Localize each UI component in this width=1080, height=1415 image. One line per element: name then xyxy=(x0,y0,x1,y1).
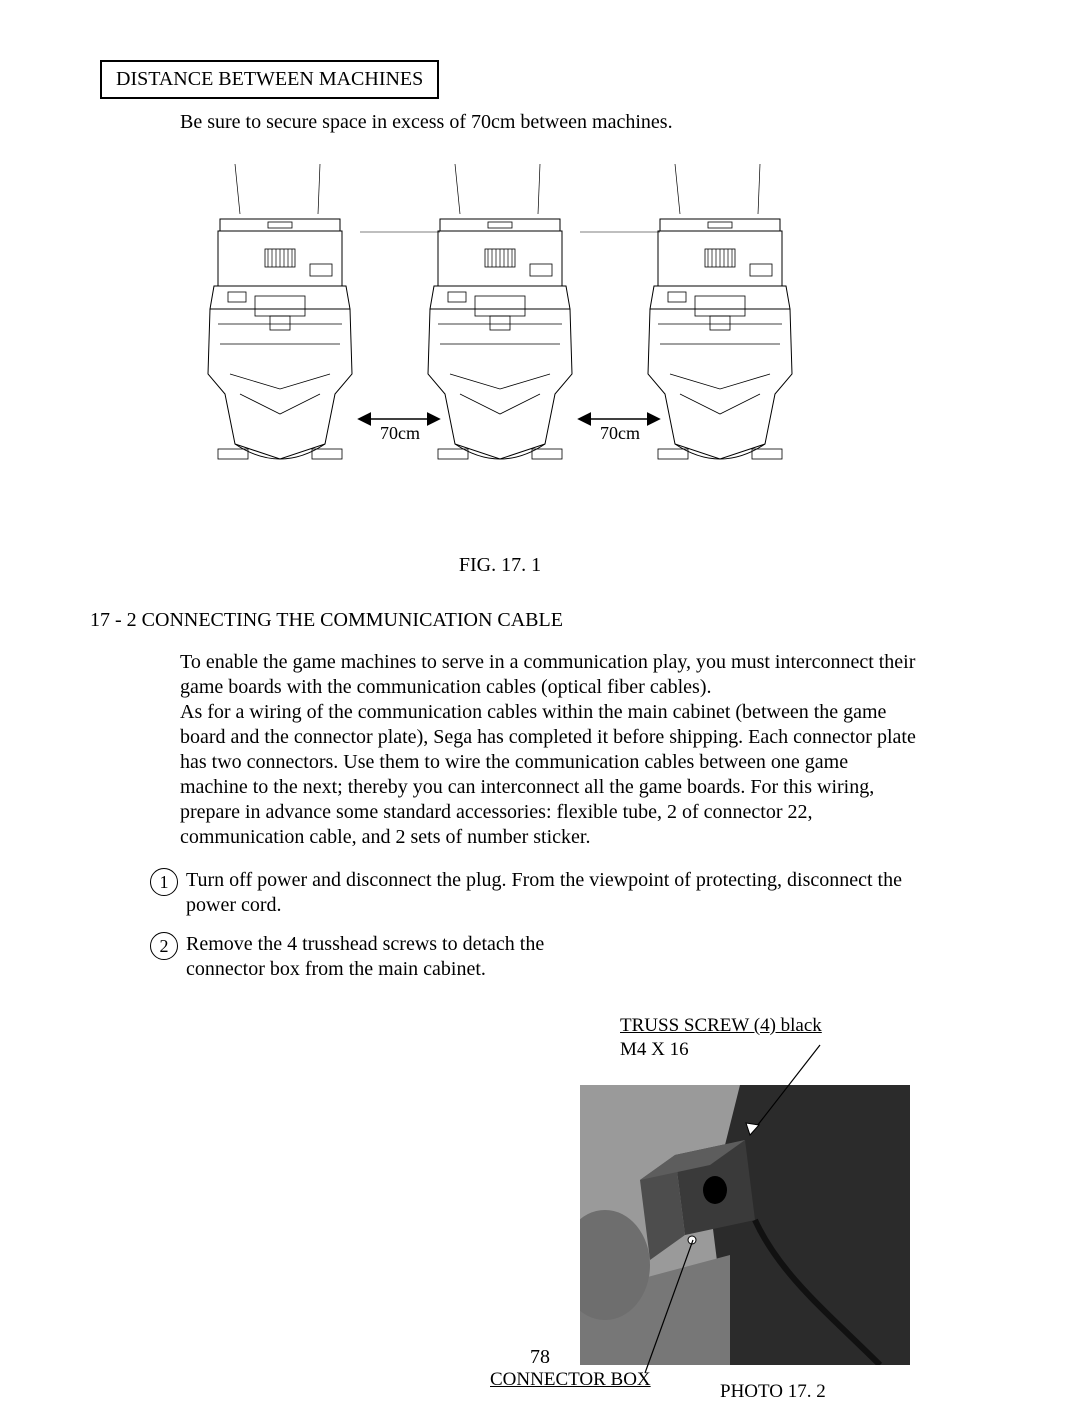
manual-page: DISTANCE BETWEEN MACHINES Be sure to sec… xyxy=(0,0,1080,1397)
gap-label-right: 70cm xyxy=(600,423,640,443)
connector-box-photo xyxy=(580,1085,910,1365)
step-2-bullet: 2 xyxy=(150,932,178,960)
page-number: 78 xyxy=(0,1346,1080,1369)
body-paragraph: To enable the game machines to serve in … xyxy=(180,650,920,850)
truss-screw-label: TRUSS SCREW (4) black xyxy=(620,1015,822,1037)
step-2: 2 Remove the 4 trusshead screws to detac… xyxy=(150,932,990,982)
step-1-bullet: 1 xyxy=(150,868,178,896)
step-2-text: Remove the 4 trusshead screws to detach … xyxy=(186,932,546,982)
step-1: 1 Turn off power and disconnect the plug… xyxy=(150,868,990,918)
gap-label-left: 70cm xyxy=(380,423,420,443)
m4-label: M4 X 16 xyxy=(620,1039,689,1061)
machines-diagram: 70cm 70cm xyxy=(190,154,810,534)
photo-caption: PHOTO 17. 2 xyxy=(720,1381,826,1403)
step-1-text: Turn off power and disconnect the plug. … xyxy=(186,868,926,918)
intro-text: Be sure to secure space in excess of 70c… xyxy=(180,111,990,134)
connector-box-label: CONNECTOR BOX xyxy=(490,1369,651,1391)
section-title: 17 - 2 CONNECTING THE COMMUNICATION CABL… xyxy=(90,609,990,632)
heading-distance-box: DISTANCE BETWEEN MACHINES xyxy=(100,60,439,99)
figure-caption: FIG. 17. 1 xyxy=(190,554,810,577)
